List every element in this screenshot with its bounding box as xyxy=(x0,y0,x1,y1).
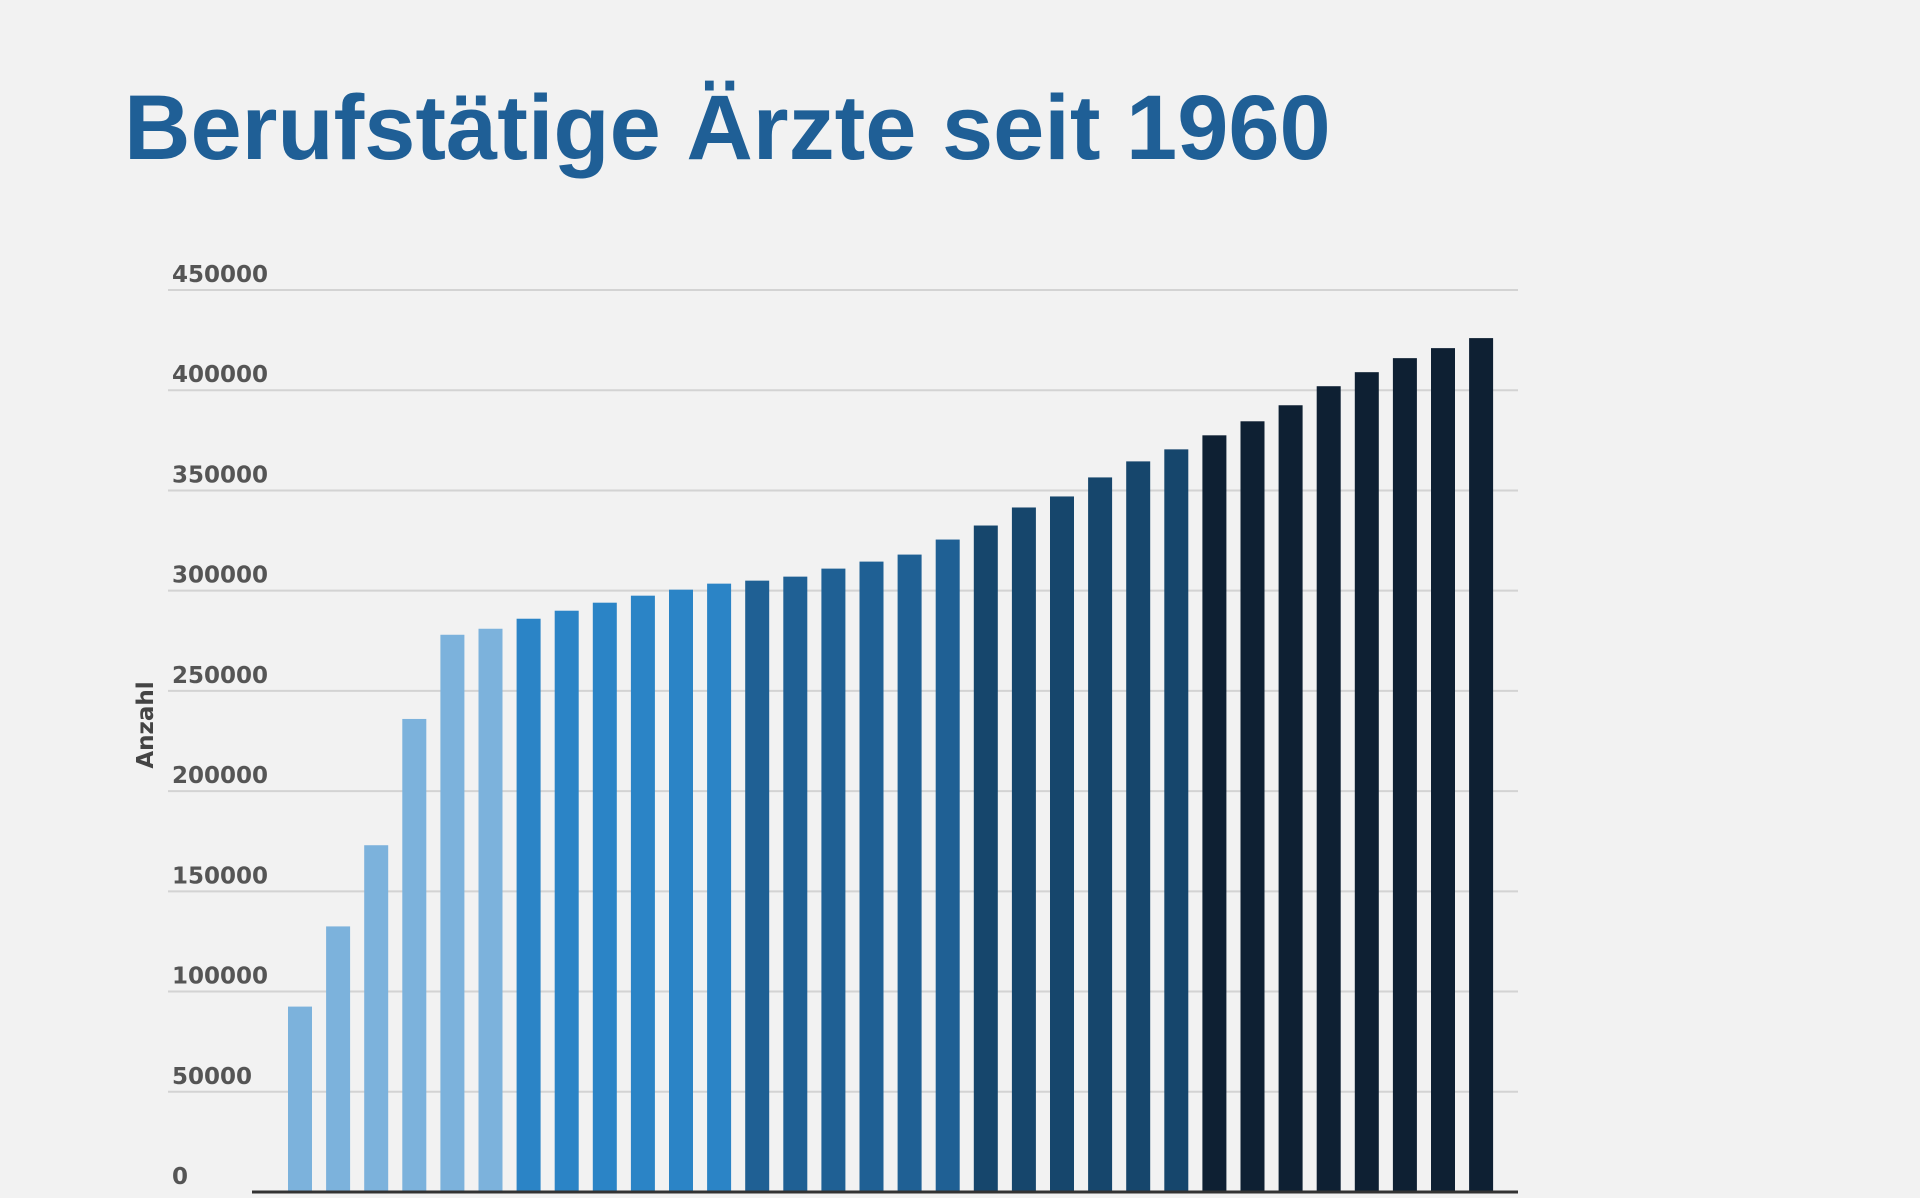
bar xyxy=(1126,461,1151,1192)
bar xyxy=(1316,386,1341,1192)
bar xyxy=(326,926,351,1192)
bar xyxy=(1431,348,1455,1192)
chart-title: Berufstätige Ärzte seit 1960 xyxy=(124,77,1331,179)
y-tick-label: 150000 xyxy=(172,863,268,889)
bar xyxy=(440,634,465,1192)
bar xyxy=(364,845,389,1192)
bar xyxy=(1240,421,1265,1192)
bar xyxy=(288,1006,312,1192)
bar xyxy=(1011,507,1036,1193)
bar xyxy=(554,610,579,1192)
bar xyxy=(669,589,693,1192)
y-tick-label: 0 xyxy=(172,1164,188,1190)
bar xyxy=(592,602,617,1192)
bar xyxy=(1469,338,1494,1192)
bar xyxy=(1202,435,1227,1192)
bar xyxy=(630,595,655,1192)
bar xyxy=(1164,449,1189,1192)
bar xyxy=(935,539,960,1192)
bar xyxy=(1354,372,1379,1192)
bar xyxy=(707,583,732,1192)
bar xyxy=(478,628,503,1192)
bar xyxy=(897,554,922,1192)
bar xyxy=(1088,477,1113,1193)
bar xyxy=(859,561,884,1192)
y-tick-label: 450000 xyxy=(172,262,268,288)
bar xyxy=(745,580,770,1192)
y-axis-label: Anzahl xyxy=(133,681,159,768)
y-tick-label: 300000 xyxy=(172,563,268,589)
bar xyxy=(1392,358,1417,1192)
y-tick-label: 200000 xyxy=(172,763,268,789)
y-tick-label: 400000 xyxy=(172,362,268,388)
bars xyxy=(288,338,1494,1193)
y-tick-label: 250000 xyxy=(172,663,268,689)
bar xyxy=(783,576,808,1192)
y-tick-label: 100000 xyxy=(172,964,268,990)
y-tick-label: 350000 xyxy=(172,462,268,488)
y-tick-label: 50000 xyxy=(172,1064,252,1090)
bar xyxy=(516,618,541,1192)
bar xyxy=(1278,405,1303,1192)
bar xyxy=(1050,496,1074,1192)
bar xyxy=(821,568,846,1192)
bar xyxy=(402,718,427,1192)
bar xyxy=(973,525,998,1192)
y-axis-ticks: 0 50000 100000 150000 200000 250000 300000 3500… xyxy=(172,262,268,1190)
